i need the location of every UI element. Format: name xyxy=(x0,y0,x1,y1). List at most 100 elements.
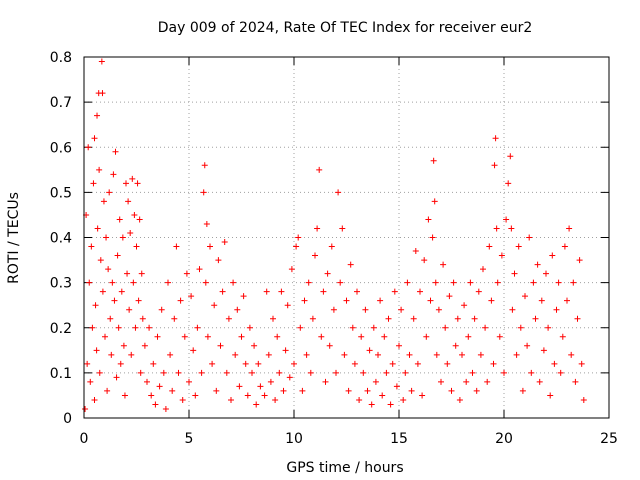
data-point xyxy=(454,315,461,322)
data-point xyxy=(238,333,245,340)
data-point xyxy=(475,288,482,295)
data-point xyxy=(491,162,498,169)
data-point xyxy=(194,324,201,331)
x-tick-label: 25 xyxy=(600,431,618,447)
data-point xyxy=(335,189,342,196)
data-point xyxy=(375,351,381,358)
data-point xyxy=(507,153,514,160)
data-point xyxy=(293,243,300,250)
data-point xyxy=(471,315,478,322)
data-point xyxy=(196,266,203,273)
data-point xyxy=(280,387,287,394)
data-point xyxy=(107,315,114,322)
data-point xyxy=(551,360,558,367)
data-point xyxy=(139,315,146,322)
data-point xyxy=(232,351,239,358)
data-point xyxy=(406,351,413,358)
data-point xyxy=(192,392,199,399)
data-point xyxy=(463,378,470,385)
data-point xyxy=(400,396,407,403)
data-point xyxy=(128,351,135,358)
data-point xyxy=(230,279,237,286)
data-point xyxy=(318,333,325,340)
data-point xyxy=(431,198,438,205)
data-point xyxy=(522,293,528,300)
data-point xyxy=(553,306,560,313)
data-point xyxy=(152,401,159,408)
data-point xyxy=(387,401,394,408)
data-point xyxy=(120,342,127,349)
data-point xyxy=(201,162,208,169)
x-tick-label: 10 xyxy=(285,431,303,447)
data-point xyxy=(404,279,411,286)
data-point xyxy=(452,342,459,349)
y-axis-label: ROTI / TECUs xyxy=(6,192,22,284)
data-point xyxy=(119,234,126,241)
data-point xyxy=(115,324,122,331)
data-point xyxy=(536,378,543,385)
data-point xyxy=(377,297,384,304)
data-point xyxy=(138,270,145,277)
data-point xyxy=(110,171,117,178)
y-tick-label: 0.3 xyxy=(50,276,72,292)
data-point xyxy=(215,257,222,264)
data-point xyxy=(442,324,449,331)
data-point xyxy=(524,342,531,349)
data-point xyxy=(446,293,453,300)
data-point xyxy=(133,243,140,250)
data-point xyxy=(255,360,262,367)
data-point xyxy=(515,243,522,250)
data-point xyxy=(450,279,457,286)
data-point xyxy=(98,58,105,65)
data-point xyxy=(190,347,197,354)
data-point xyxy=(204,333,211,340)
data-point xyxy=(339,225,346,232)
data-point xyxy=(246,324,253,331)
data-point xyxy=(92,302,99,309)
x-tick-label: 20 xyxy=(495,431,513,447)
data-point xyxy=(96,166,103,173)
data-point xyxy=(198,369,205,376)
data-point xyxy=(391,288,398,295)
data-point xyxy=(477,351,484,358)
data-point xyxy=(364,387,371,394)
data-point xyxy=(132,324,139,331)
data-point xyxy=(202,279,209,286)
data-point xyxy=(99,288,106,295)
data-point xyxy=(320,288,327,295)
data-point xyxy=(360,369,367,376)
data-point xyxy=(134,180,141,187)
data-point xyxy=(459,351,465,358)
data-point xyxy=(326,342,333,349)
data-point xyxy=(171,315,178,322)
data-point xyxy=(381,333,388,340)
y-tick-label: 0.5 xyxy=(50,185,72,201)
data-point xyxy=(242,360,249,367)
data-point xyxy=(154,333,161,340)
data-point xyxy=(141,342,148,349)
data-point xyxy=(528,369,535,376)
data-point xyxy=(129,175,136,182)
data-point xyxy=(267,378,274,385)
data-point xyxy=(564,297,570,304)
data-point xyxy=(356,396,363,403)
data-point xyxy=(135,297,142,304)
data-point xyxy=(209,360,216,367)
data-point xyxy=(177,297,184,304)
grid-lines xyxy=(84,57,609,418)
data-point xyxy=(265,351,272,358)
data-point xyxy=(85,144,92,151)
y-tick-label: 0.4 xyxy=(50,231,72,247)
data-point xyxy=(351,360,358,367)
data-point xyxy=(100,198,107,205)
data-point xyxy=(305,279,312,286)
data-point xyxy=(427,297,434,304)
data-point xyxy=(90,180,97,187)
data-point xyxy=(408,387,415,394)
data-point xyxy=(286,374,293,381)
data-point xyxy=(97,257,104,264)
data-point xyxy=(186,378,192,385)
data-point xyxy=(295,234,302,241)
chart-title: Day 009 of 2024, Rate Of TEC Index for r… xyxy=(158,20,533,36)
data-point xyxy=(484,378,491,385)
